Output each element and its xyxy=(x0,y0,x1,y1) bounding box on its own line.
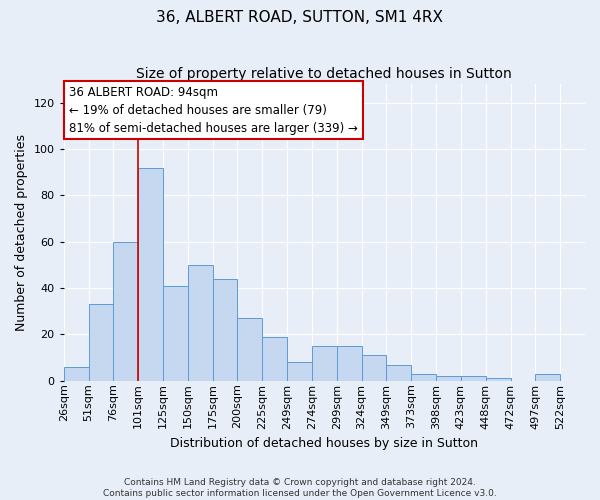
Bar xyxy=(113,242,138,381)
Bar xyxy=(461,376,486,381)
Bar xyxy=(337,346,362,381)
Bar xyxy=(188,265,212,381)
Y-axis label: Number of detached properties: Number of detached properties xyxy=(15,134,28,331)
Text: 36 ALBERT ROAD: 94sqm
← 19% of detached houses are smaller (79)
81% of semi-deta: 36 ALBERT ROAD: 94sqm ← 19% of detached … xyxy=(69,86,358,134)
Bar xyxy=(411,374,436,381)
Bar xyxy=(436,376,461,381)
Text: 36, ALBERT ROAD, SUTTON, SM1 4RX: 36, ALBERT ROAD, SUTTON, SM1 4RX xyxy=(157,10,443,25)
Bar xyxy=(163,286,188,381)
Bar xyxy=(138,168,163,381)
Bar xyxy=(386,364,411,381)
Bar xyxy=(238,318,262,381)
Bar xyxy=(486,378,511,381)
Text: Contains HM Land Registry data © Crown copyright and database right 2024.
Contai: Contains HM Land Registry data © Crown c… xyxy=(103,478,497,498)
Bar xyxy=(287,362,312,381)
Bar xyxy=(89,304,113,381)
X-axis label: Distribution of detached houses by size in Sutton: Distribution of detached houses by size … xyxy=(170,437,478,450)
Bar xyxy=(362,356,386,381)
Title: Size of property relative to detached houses in Sutton: Size of property relative to detached ho… xyxy=(136,68,512,82)
Bar xyxy=(262,336,287,381)
Bar xyxy=(535,374,560,381)
Bar xyxy=(64,367,89,381)
Bar xyxy=(212,279,238,381)
Bar xyxy=(312,346,337,381)
